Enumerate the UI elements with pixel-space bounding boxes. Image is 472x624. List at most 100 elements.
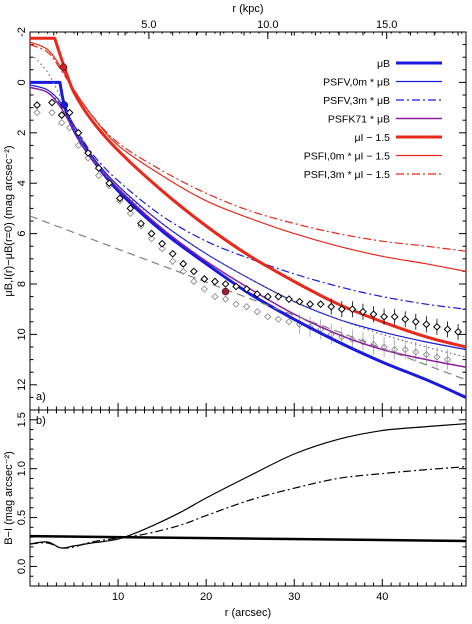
legend-label: PSFV,0m * μB	[323, 77, 390, 89]
b-y-tick-label: 0.0	[16, 559, 28, 574]
black-data-point	[390, 312, 399, 321]
gray-data-point	[74, 141, 83, 150]
black-data-point	[316, 300, 325, 309]
gray-data-point	[58, 119, 66, 127]
gray-data-point	[200, 285, 209, 293]
black-data-point	[65, 108, 74, 117]
gray-data-point	[401, 345, 409, 354]
y-tick-label: 6	[16, 231, 28, 237]
gray-data-point	[158, 245, 166, 253]
legend-label: PSFI,0m * μI − 1.5	[304, 151, 390, 163]
b-series-bi-thick	[30, 534, 466, 543]
b-series-bi-thin	[30, 423, 466, 549]
b-y-tick-label: 1.5	[16, 412, 28, 427]
gray-data-point	[48, 109, 56, 117]
a-series-psf-i3m-i	[30, 44, 466, 252]
black-data-point	[401, 315, 410, 324]
y-tick-label: 8	[16, 281, 28, 287]
black-data-point	[147, 229, 156, 238]
x-tick-label: 10	[112, 591, 124, 603]
x-tick-label: 30	[288, 591, 300, 603]
top-tick-label: 15.0	[376, 19, 397, 31]
black-data-point	[454, 327, 462, 336]
black-data-point	[232, 282, 241, 291]
black-data-point	[242, 285, 251, 293]
black-data-point	[105, 179, 114, 188]
gray-data-point	[221, 295, 230, 303]
black-data-point	[348, 305, 357, 314]
panel-b: 10 20 30 40 0.0 0.5 1.0 1.5 B−I (mag arcsec⁻²) r …	[3, 409, 467, 619]
black-data-point	[327, 302, 336, 311]
gray-data-point	[422, 350, 431, 359]
panel-b-y-title: B−I (mag arcsec⁻²)	[3, 451, 15, 545]
black-data-point	[57, 111, 66, 120]
black-data-point	[221, 280, 230, 288]
gray-data-point	[211, 292, 219, 301]
x-tick-label: 40	[376, 591, 388, 603]
black-data-point	[422, 320, 431, 329]
gray-data-point	[169, 257, 177, 265]
gray-data-point	[443, 355, 452, 364]
black-data-point	[84, 149, 93, 157]
black-data-point	[126, 204, 135, 213]
black-data-point	[285, 295, 293, 304]
b-y-tick-label: 1.0	[16, 461, 28, 476]
gray-data-point	[412, 348, 420, 356]
black-data-point	[411, 317, 420, 326]
black-data-point	[359, 307, 367, 316]
black-data-point	[433, 322, 441, 331]
b-y-tick-label: 0.5	[16, 510, 28, 525]
panel-b-label: b)	[36, 415, 46, 427]
legend-label: PSFK71 * μB	[328, 114, 390, 126]
top-tick-label: 10.0	[257, 19, 278, 31]
legend: μB PSFV,0m * μB PSFV,3m * μB PSFK71 * μB μI …	[304, 58, 442, 181]
black-data-point	[295, 297, 304, 306]
black-data-point	[179, 259, 188, 268]
black-data-points	[33, 98, 462, 340]
black-data-point	[274, 292, 283, 301]
y-tick-label: 0	[16, 79, 28, 85]
legend-label: μI − 1.5	[354, 132, 390, 144]
gray-data-point	[33, 109, 41, 117]
gray-data-point	[147, 235, 156, 243]
marker-dot	[221, 287, 230, 296]
black-data-point	[253, 290, 262, 298]
panel-a-series	[30, 36, 466, 399]
black-data-point	[115, 194, 124, 203]
panel-b-frame	[29, 409, 467, 587]
black-data-point	[443, 325, 452, 334]
top-axis-title: r (kpc)	[232, 3, 263, 15]
panel-b-series	[30, 423, 466, 549]
gray-data-point	[243, 303, 251, 311]
y-tick-label: 10	[16, 328, 28, 340]
black-data-point	[189, 267, 198, 276]
marker-dot	[59, 63, 68, 72]
gray-data-point	[95, 172, 103, 180]
y-tick-label: 12	[16, 379, 28, 391]
black-data-point	[369, 310, 378, 319]
gray-data-points	[33, 109, 452, 370]
black-data-point	[263, 292, 272, 301]
black-data-point	[33, 101, 41, 109]
black-data-point	[94, 164, 103, 172]
x-tick-label: 20	[200, 591, 212, 603]
black-data-point	[48, 98, 56, 107]
black-data-point	[168, 249, 177, 258]
a-series-psf-k71-b	[30, 86, 466, 368]
gray-data-point	[274, 315, 283, 323]
black-data-point	[211, 277, 219, 286]
y-tick-label: 4	[16, 180, 28, 186]
gray-data-point	[126, 209, 135, 218]
legend-label: PSFI,3m * μI − 1.5	[304, 169, 390, 181]
gray-data-point	[179, 267, 187, 276]
gray-data-point	[190, 277, 198, 286]
b-series-bi-dashdot	[30, 466, 466, 549]
black-data-point	[74, 128, 83, 137]
black-data-point	[200, 275, 209, 283]
gray-data-point	[232, 300, 240, 308]
black-data-point	[137, 219, 145, 228]
legend-label: PSFV,3m * μB	[323, 95, 390, 107]
gray-data-point	[253, 308, 261, 316]
gray-data-point	[264, 313, 272, 321]
